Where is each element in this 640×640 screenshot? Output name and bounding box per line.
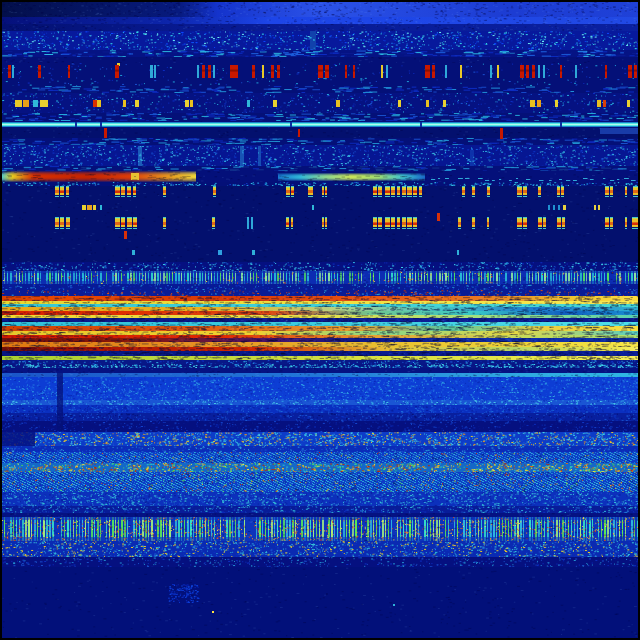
spectrogram-heatmap	[0, 0, 640, 640]
screenshot-root	[0, 0, 640, 640]
